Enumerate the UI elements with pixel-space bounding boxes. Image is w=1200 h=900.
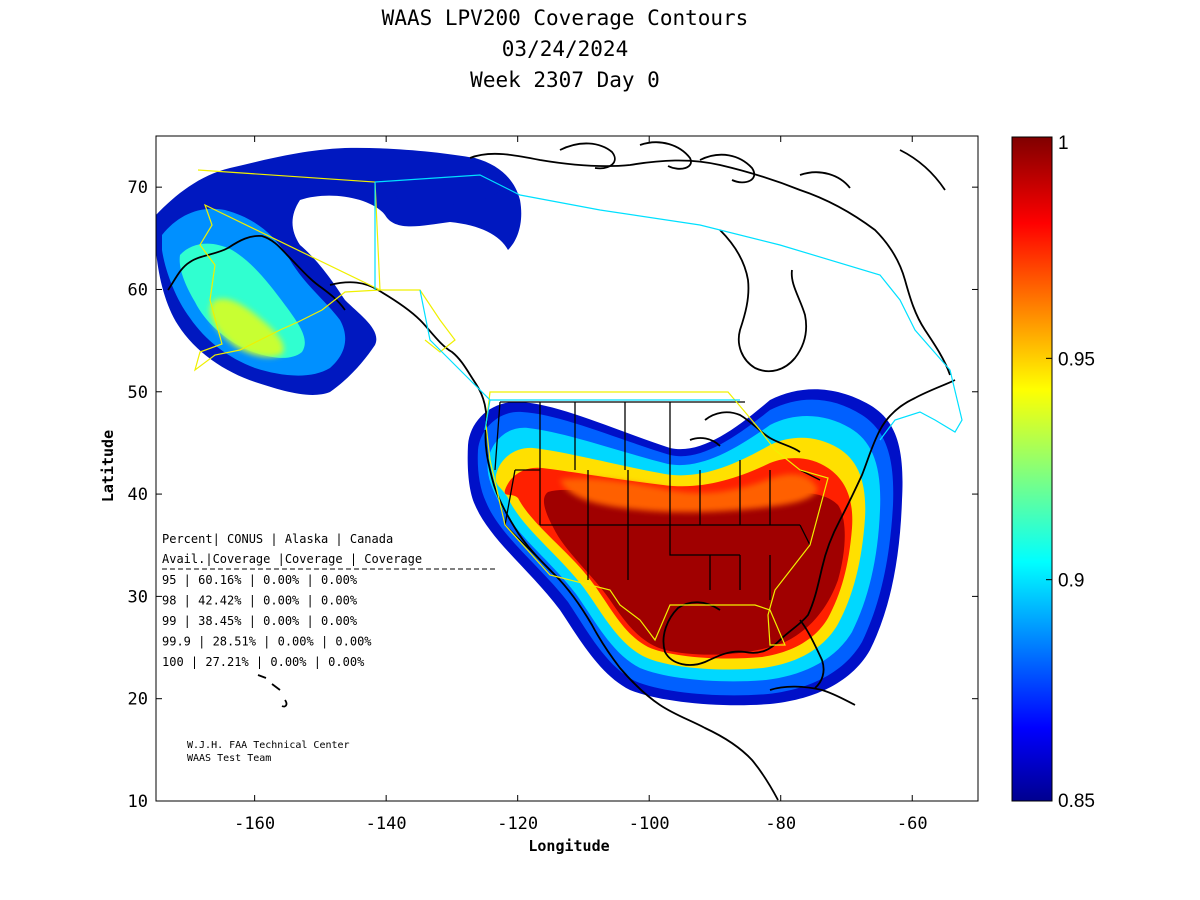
x-axis-label: Longitude [528,837,609,855]
plot-frame [155,135,979,802]
y-tick-label: 10 [128,792,148,812]
x-tick-label: -80 [765,814,796,834]
north-america-coast [167,235,956,801]
x-tick-label: -120 [497,814,538,834]
coverage-table: Percent| CONUS | Alaska | Canada Avail.|… [162,532,422,669]
y-tick-label: 40 [128,485,148,505]
y-tick-label: 50 [128,383,148,403]
colorbar-tick-label: 0.85 [1058,791,1095,812]
table-row: 99.9 | 28.51% | 0.00% | 0.00% [162,635,372,649]
y-tick-label: 30 [128,587,148,607]
chart-week: Week 2307 Day 0 [470,68,660,92]
alaska-coverage [156,147,522,395]
hudson-bay-coast [719,229,808,372]
colorbar-tick-label: 0.95 [1058,349,1095,370]
coastlines [167,141,956,801]
conus-coverage [467,389,903,706]
table-header-2: Avail.|Coverage |Coverage | Coverage [162,552,422,566]
y-axis: 10 20 30 40 50 60 70 [128,178,978,812]
chart-date: 03/24/2024 [501,37,629,61]
coverage-field [156,147,903,706]
arctic-islands [559,141,946,191]
service-area-cyan [374,174,963,441]
chart-title: WAAS LPV200 Coverage Contours [381,6,749,30]
table-row: 99 | 38.45% | 0.00% | 0.00% [162,614,358,628]
credit-line-2: WAAS Test Team [187,753,271,764]
table-header-1: Percent| CONUS | Alaska | Canada [162,532,393,546]
colorbar-tick-label: 0.9 [1058,571,1084,592]
hawaii [257,674,288,708]
cuba-coast [769,685,856,706]
colorbar-ticks: 1 0.95 0.9 0.85 [1046,133,1095,812]
table-row: 100 | 27.21% | 0.00% | 0.00% [162,655,365,669]
x-tick-label: -160 [234,814,275,834]
y-axis-label: Latitude [99,430,117,502]
x-tick-label: -60 [897,814,928,834]
y-tick-label: 60 [128,280,148,300]
service-area-yellow [193,169,829,646]
x-tick-label: -100 [629,814,670,834]
x-axis: -160 -140 -120 -100 -80 -60 [234,136,928,834]
colorbar-tick-label: 1 [1058,133,1069,154]
table-row: 98 | 42.42% | 0.00% | 0.00% [162,594,358,608]
great-lakes [689,411,801,453]
credit-line-1: W.J.H. FAA Technical Center [187,740,350,751]
colorbar [1011,136,1053,802]
y-tick-label: 70 [128,178,148,198]
state-borders [494,401,821,600]
canada-arctic-coast [469,152,951,376]
table-row: 95 | 60.16% | 0.00% | 0.00% [162,573,358,587]
x-tick-label: -140 [366,814,407,834]
y-tick-label: 20 [128,690,148,710]
